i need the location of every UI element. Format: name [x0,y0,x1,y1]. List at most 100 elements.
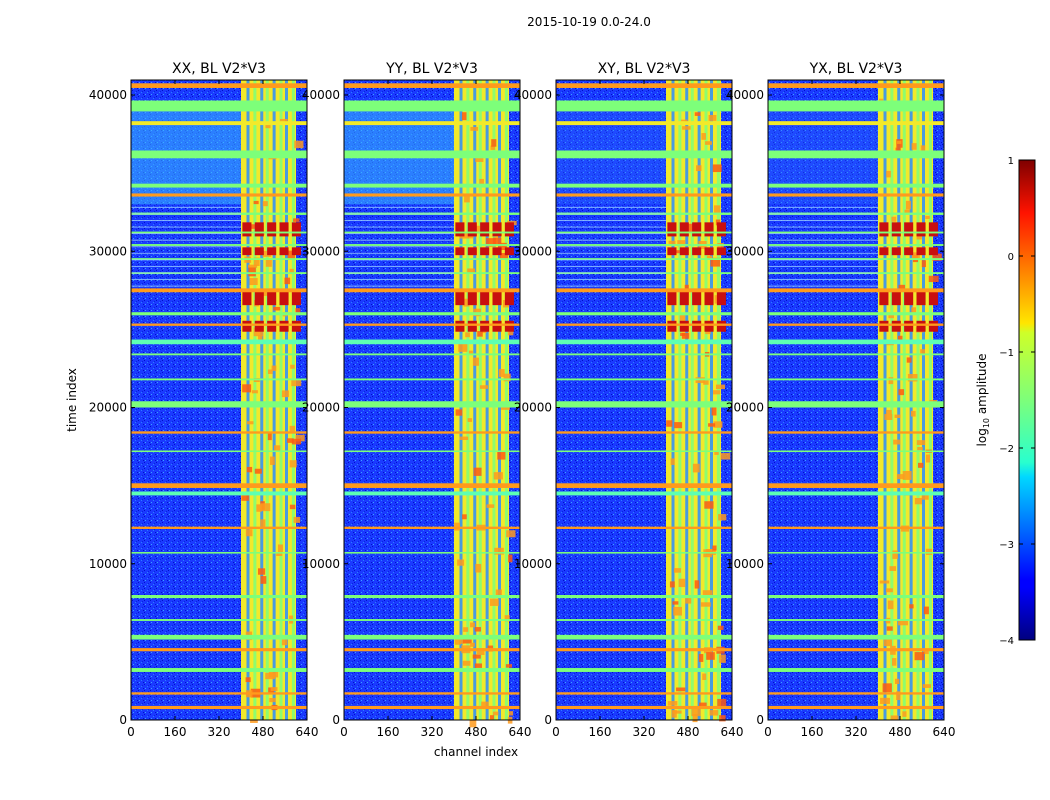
band-stripe [716,80,720,720]
x-tick-label: 640 [933,725,956,739]
y-tick-label: 20000 [514,401,552,415]
y-tick-label: 20000 [726,401,764,415]
band-blob [679,313,686,323]
fine-row [131,252,241,254]
band-blob [687,223,693,233]
flag-row [556,193,732,197]
band-blob [708,114,717,121]
flag-row [131,552,307,554]
band-blob [879,580,890,584]
flag-row [556,231,732,234]
band-stripe [916,80,920,720]
band-stripe [909,80,913,720]
y-tick-label: 10000 [89,557,127,571]
flag-row [131,100,307,112]
fine-row [768,265,878,267]
band-red-block [467,222,477,237]
band-blob [274,445,281,452]
colorbar-label-suffix: amplitude [975,354,989,418]
flag-row [344,450,520,453]
band-blob [922,684,931,688]
flag-row [131,378,307,381]
band-red-block [254,222,264,237]
band-blob [253,327,263,337]
band-blob [891,216,897,222]
y-tick-label: 40000 [514,88,552,102]
colorbar-tick-label: 0 [1008,252,1014,263]
y-tick-label: 0 [544,713,552,727]
flag-row [344,83,520,88]
x-tick-label: 320 [845,725,868,739]
fine-row [344,226,454,228]
band-blob [717,625,724,630]
flag-row [344,668,520,672]
flag-row [344,401,520,408]
band-blob [704,501,714,509]
flag-row [131,193,307,197]
flag-row [344,353,520,356]
band-red-block [679,247,689,256]
band-stripe [685,80,689,720]
flag-row [556,288,732,293]
band-blob [454,522,460,531]
band-blob [463,298,470,307]
flag-row [768,312,944,316]
band-red-block [254,320,264,332]
band-red-block [504,291,514,306]
flag-row [344,231,520,234]
band-blob [467,418,473,422]
flag-row [131,353,307,356]
band-blob [492,711,499,716]
fine-row [131,220,241,221]
flag-row [556,483,732,488]
flag-row [556,526,732,529]
band-blob [698,654,704,662]
band-red-block [504,222,514,237]
flag-row [344,121,520,126]
band-blob [470,622,475,628]
y-tick-label: 0 [332,713,340,727]
band-blob [711,407,717,416]
flag-row [344,483,520,488]
band-blob [925,548,933,555]
band-blob [699,702,707,707]
band-blob [701,133,706,140]
flag-row [131,619,307,621]
flag-row [131,483,307,488]
band-blob [270,687,278,692]
band-blob [247,224,258,229]
fine-row [131,233,241,235]
band-blob [907,374,918,382]
band-blob [481,701,489,709]
band-blob [677,240,686,247]
band-blob [880,697,890,704]
band-blob [291,438,302,445]
band-blob [262,201,268,207]
flag-row [556,150,732,159]
band-blob [473,467,482,476]
fine-row [768,226,878,228]
heatmap-panel-2: YY, BL V2*V3 0 160 320 480 640 0 10000 20000 3000… [302,61,532,739]
band-blob [493,472,503,480]
panel-title: YX, BL V2*V3 [809,61,903,77]
band-blob [492,237,502,245]
x-tick-label: 320 [421,725,444,739]
flag-row [768,648,944,652]
band-red-block [279,320,289,332]
x-tick-label: 160 [801,725,824,739]
band-blob [474,627,481,632]
flag-row [768,121,944,126]
band-blob [459,436,469,440]
band-blob [713,205,721,214]
band-stripe [253,80,257,720]
band-blob [262,250,272,257]
band-stripe [473,80,477,720]
flag-row [556,83,732,88]
band-blob [886,626,893,631]
band-blob [692,463,700,473]
band-blob [666,420,673,427]
band-blob [486,504,495,508]
flag-row [344,431,520,434]
band-blob [702,590,713,596]
band-blob [911,307,917,313]
